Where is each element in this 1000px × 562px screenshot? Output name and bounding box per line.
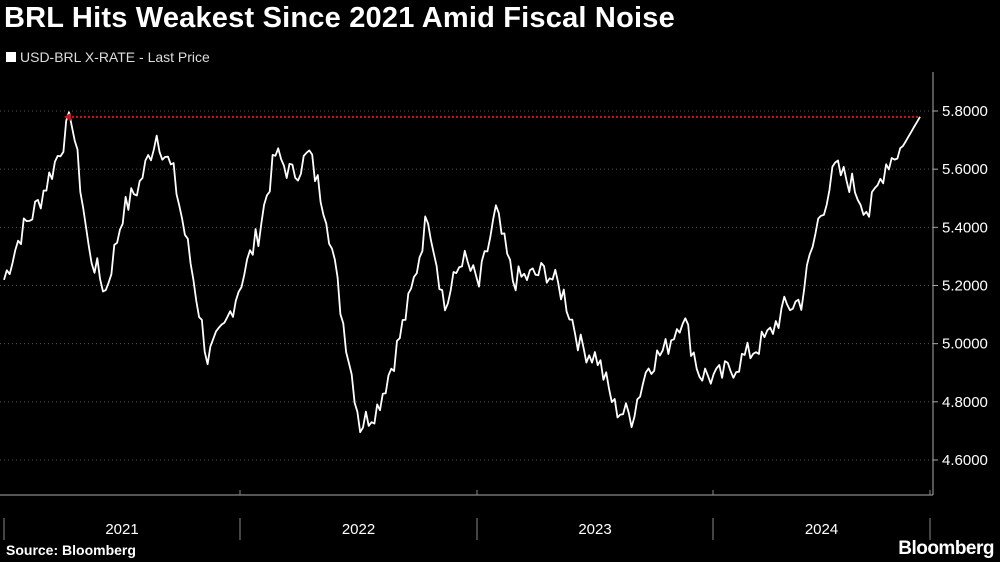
y-tick-label: 5.8000	[942, 103, 988, 120]
reference-arrow-icon	[64, 112, 71, 121]
x-tick-label: 2021	[105, 521, 138, 538]
source-note: Source: Bloomberg	[6, 542, 136, 558]
y-tick-label: 5.6000	[942, 161, 988, 178]
y-tick-label: 4.6000	[942, 452, 988, 469]
y-tick-label: 5.2000	[942, 278, 988, 295]
y-tick-label: 4.8000	[942, 394, 988, 411]
chart-title: BRL Hits Weakest Since 2021 Amid Fiscal …	[4, 2, 675, 34]
legend: USD-BRL X-RATE - Last Price	[6, 49, 210, 65]
legend-swatch	[6, 52, 16, 62]
y-tick-label: 5.4000	[942, 219, 988, 236]
x-tick-label: 2023	[578, 521, 611, 538]
x-tick-label: 2022	[342, 521, 375, 538]
x-tick-label: 2024	[805, 521, 838, 538]
series-line-usd-brl	[3, 111, 921, 434]
y-tick-label: 5.0000	[942, 336, 988, 353]
bloomberg-logo: Bloomberg	[898, 538, 994, 559]
legend-label: USD-BRL X-RATE - Last Price	[20, 49, 210, 65]
